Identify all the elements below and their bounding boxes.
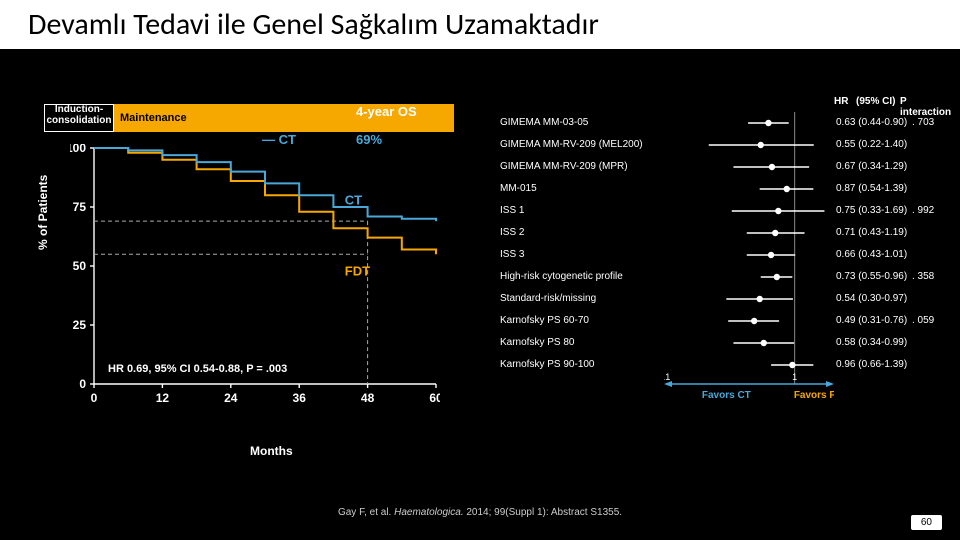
forest-row-label: MM-015 [500,178,664,200]
forest-row: Karnofsky PS 80 0.58 (0.34-0.99) [500,332,948,354]
forest-row-p: . 358 [912,266,934,288]
forest-row: Karnofsky PS 60-70 0.49 (0.31-0.76) . 05… [500,310,948,332]
forest-row-label: Karnofsky PS 90-100 [500,354,664,376]
page-number: 60 [911,515,942,530]
forest-row-stat: 0.55 (0.22-1.40) [836,134,907,156]
svg-text:Favors CT: Favors CT [702,390,751,401]
forest-row-label: ISS 1 [500,200,664,222]
km-xaxis-label: Months [250,444,293,458]
forest-row-stat: 0.54 (0.30-0.97) [836,288,907,310]
svg-text:75: 75 [73,200,87,214]
forest-row-label: Karnofsky PS 80 [500,332,664,354]
cite-post: 2014; 99(Suppl 1): Abstract S1355. [464,507,622,518]
cite-ital: Haematologica. [394,507,463,518]
forest-row-stat: 0.49 (0.31-0.76) [836,310,907,332]
induction-box: Induction- consolidation [44,104,114,132]
svg-text:25: 25 [73,318,87,332]
forest-row: MM-015 0.87 (0.54-1.39) [500,178,948,200]
svg-text:0: 0 [79,377,86,391]
forest-row: Standard-risk/missing 0.54 (0.30-0.97) [500,288,948,310]
forest-row-p: . 059 [912,310,934,332]
svg-text:48: 48 [361,391,375,405]
forest-row: GIMEMA MM-RV-209 (MEL200) 0.55 (0.22-1.4… [500,134,948,156]
os-header: 4-year OS [356,104,417,119]
forest-row: GIMEMA MM-03-05 0.63 (0.44-0.90) . 703 [500,112,948,134]
forest-head-hr: HR [834,96,848,107]
forest-row: High-risk cytogenetic profile 0.73 (0.55… [500,266,948,288]
forest-plot: HR (95% CI) P interaction 0.11Favors CTF… [500,96,948,476]
svg-text:36: 36 [293,391,307,405]
svg-text:60: 60 [429,391,440,405]
forest-row-stat: 0.58 (0.34-0.99) [836,332,907,354]
forest-row-label: ISS 3 [500,244,664,266]
forest-row-p: . 992 [912,200,934,222]
forest-row-label: ISS 2 [500,222,664,244]
forest-row-label: GIMEMA MM-RV-209 (MEL200) [500,134,664,156]
svg-text:CT: CT [345,193,362,208]
forest-row-label: Karnofsky PS 60-70 [500,310,664,332]
forest-row-p: . 703 [912,112,934,134]
forest-row-stat: 0.67 (0.34-1.29) [836,156,907,178]
forest-row-label: GIMEMA MM-03-05 [500,112,664,134]
svg-text:100: 100 [70,144,86,155]
forest-row: ISS 2 0.71 (0.43-1.19) [500,222,948,244]
svg-text:FDT: FDT [345,263,370,278]
forest-row: ISS 1 0.75 (0.33-1.69) . 992 [500,200,948,222]
forest-row-stat: 0.63 (0.44-0.90) [836,112,907,134]
km-yaxis-label: % of Patients [36,175,50,250]
citation: Gay F, et al. Haematologica. 2014; 99(Su… [0,507,960,518]
cite-pre: Gay F, et al. [338,507,394,518]
svg-text:0: 0 [91,391,98,405]
forest-row-label: High-risk cytogenetic profile [500,266,664,288]
svg-text:Favors FDT: Favors FDT [794,390,834,401]
induction-label-2: consolidation [47,116,112,127]
content: Induction- consolidation Maintenance 4-y… [0,90,960,490]
forest-row-stat: 0.75 (0.33-1.69) [836,200,907,222]
km-chart: 0 25 50 75 100 0 12 24 36 48 60 CT FDT HR 0.69, 95% C… [70,144,440,412]
induction-label-1: Induction- [55,105,103,116]
svg-text:HR 0.69, 95% CI 0.54-0.88, P =: HR 0.69, 95% CI 0.54-0.88, P = .003 [108,363,287,375]
forest-row: ISS 3 0.66 (0.43-1.01) [500,244,948,266]
svg-text:50: 50 [73,259,87,273]
forest-row: GIMEMA MM-RV-209 (MPR) 0.67 (0.34-1.29) [500,156,948,178]
forest-head-ci: (95% CI) [856,96,895,107]
forest-row-stat: 0.87 (0.54-1.39) [836,178,907,200]
forest-row-stat: 0.66 (0.43-1.01) [836,244,907,266]
page-title: Devamlı Tedavi ile Genel Sağkalım Uzamak… [0,0,960,49]
forest-row-stat: 0.71 (0.43-1.19) [836,222,907,244]
forest-row-stat: 0.96 (0.66-1.39) [836,354,907,376]
svg-text:24: 24 [224,391,238,405]
forest-row-label: Standard-risk/missing [500,288,664,310]
svg-text:12: 12 [156,391,170,405]
forest-row-label: GIMEMA MM-RV-209 (MPR) [500,156,664,178]
forest-row: Karnofsky PS 90-100 0.96 (0.66-1.39) [500,354,948,376]
forest-row-stat: 0.73 (0.55-0.96) [836,266,907,288]
